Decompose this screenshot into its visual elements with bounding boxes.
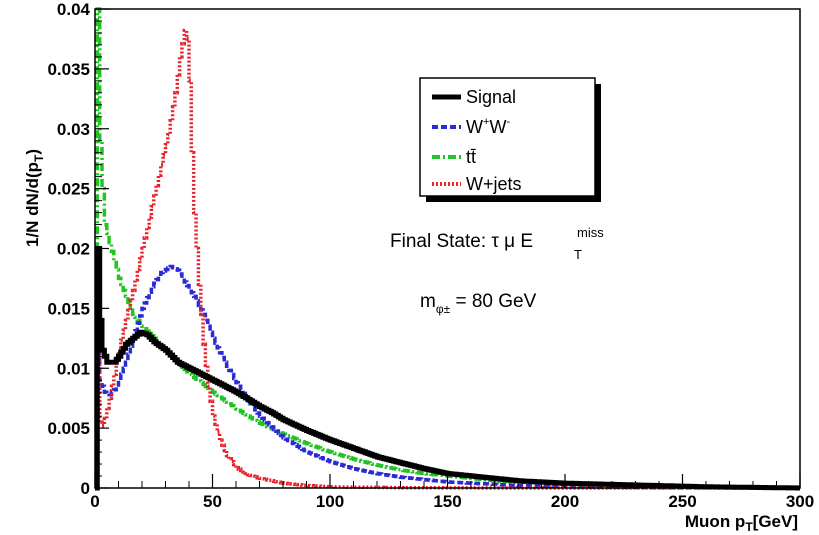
- annotation-mass: mφ± = 80 GeV: [420, 291, 537, 316]
- y-axis-title: 1/N dN/d(pT): [23, 149, 46, 247]
- y-tick-label: 0.03: [57, 120, 90, 139]
- legend: Signal W+W- tt̄ W+jets: [419, 77, 601, 202]
- x-tick-label: 0: [90, 492, 99, 511]
- y-tick-label: 0.025: [47, 180, 90, 199]
- x-tick-label: 200: [551, 492, 579, 511]
- series-line-signal: [94, 246, 801, 491]
- x-tick-label: 250: [668, 492, 696, 511]
- y-tick-label: 0.02: [57, 240, 90, 259]
- x-tick-label: 100: [316, 492, 344, 511]
- x-axis-title: Muon pT[GeV]: [685, 512, 798, 534]
- y-tick-label: 0: [81, 479, 90, 498]
- y-tick-label: 0.04: [57, 0, 91, 19]
- x-tick-label: 150: [433, 492, 461, 511]
- x-tick-label: 300: [786, 492, 814, 511]
- y-tick-label: 0.035: [47, 60, 90, 79]
- y-tick-label: 0.005: [47, 419, 90, 438]
- ticks-layer: 0 0.005 0.01 0.015 0.02 0.025 0.03 0.035 0.04 0 50…: [47, 0, 814, 511]
- legend-label-wjets: W+jets: [466, 174, 522, 194]
- y-tick-label: 0.01: [57, 359, 90, 378]
- legend-label-ww: W+W-: [466, 116, 510, 137]
- x-tick-label: 50: [203, 492, 222, 511]
- legend-label-tt: tt̄: [466, 147, 476, 167]
- y-tick-label: 0.015: [47, 299, 90, 318]
- legend-label-signal: Signal: [466, 87, 516, 107]
